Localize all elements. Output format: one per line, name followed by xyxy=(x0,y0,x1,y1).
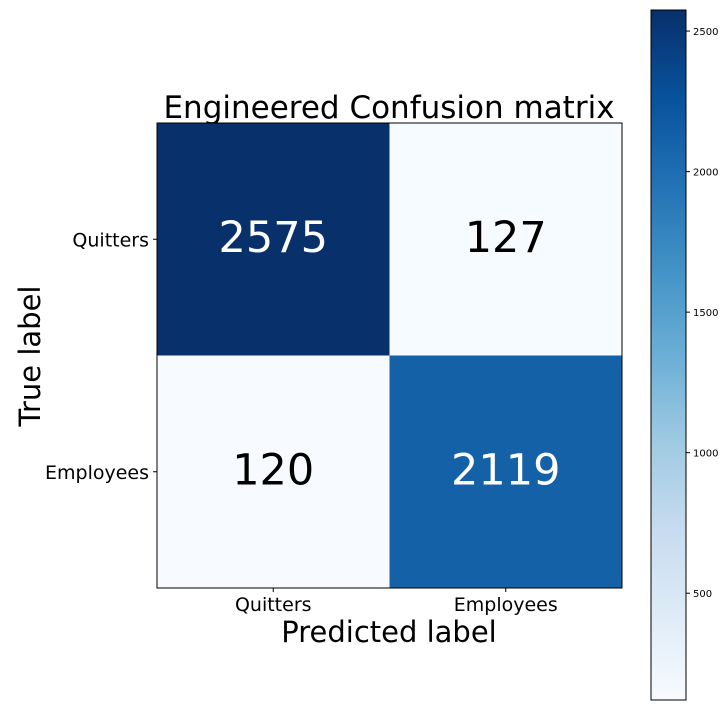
matrix-cell xyxy=(389,355,622,588)
colorbar-tick-label: 500 xyxy=(693,589,712,600)
plot-frame xyxy=(156,122,623,589)
y-axis-label: True label xyxy=(13,286,47,428)
colorbar-tick-label: 1500 xyxy=(693,308,718,319)
colorbar-tick-label: 2500 xyxy=(693,27,718,38)
cell-value-label: 2575 xyxy=(219,213,328,263)
matrix-cell xyxy=(389,123,622,356)
cell-value-label: 2119 xyxy=(451,445,560,495)
colorbar xyxy=(650,9,687,701)
colorbar-tick-label: 1000 xyxy=(693,449,718,460)
y-tick-label: Employees xyxy=(45,462,149,484)
x-tick-label: Quitters xyxy=(235,594,312,616)
cell-value-label: 127 xyxy=(465,213,547,263)
cell-value-label: 120 xyxy=(232,445,314,495)
matrix-cell xyxy=(157,355,390,588)
chart-title: Engineered Confusion matrix xyxy=(163,90,614,126)
y-axis-ticks: Quitters Employees xyxy=(45,229,157,484)
y-tick-label: Quitters xyxy=(72,229,149,251)
x-tick-label: Employees xyxy=(454,594,558,616)
colorbar-ticks: 500 1000 1500 2000 2500 xyxy=(686,27,718,600)
x-axis-label: Predicted label xyxy=(281,615,497,649)
matrix-value-labels: 2575 127 120 2119 xyxy=(219,213,561,496)
matrix-cell xyxy=(157,123,390,356)
matrix-cells xyxy=(157,123,622,588)
colorbar-tick-label: 2000 xyxy=(693,168,718,179)
x-axis-ticks: Quitters Employees xyxy=(235,588,558,616)
